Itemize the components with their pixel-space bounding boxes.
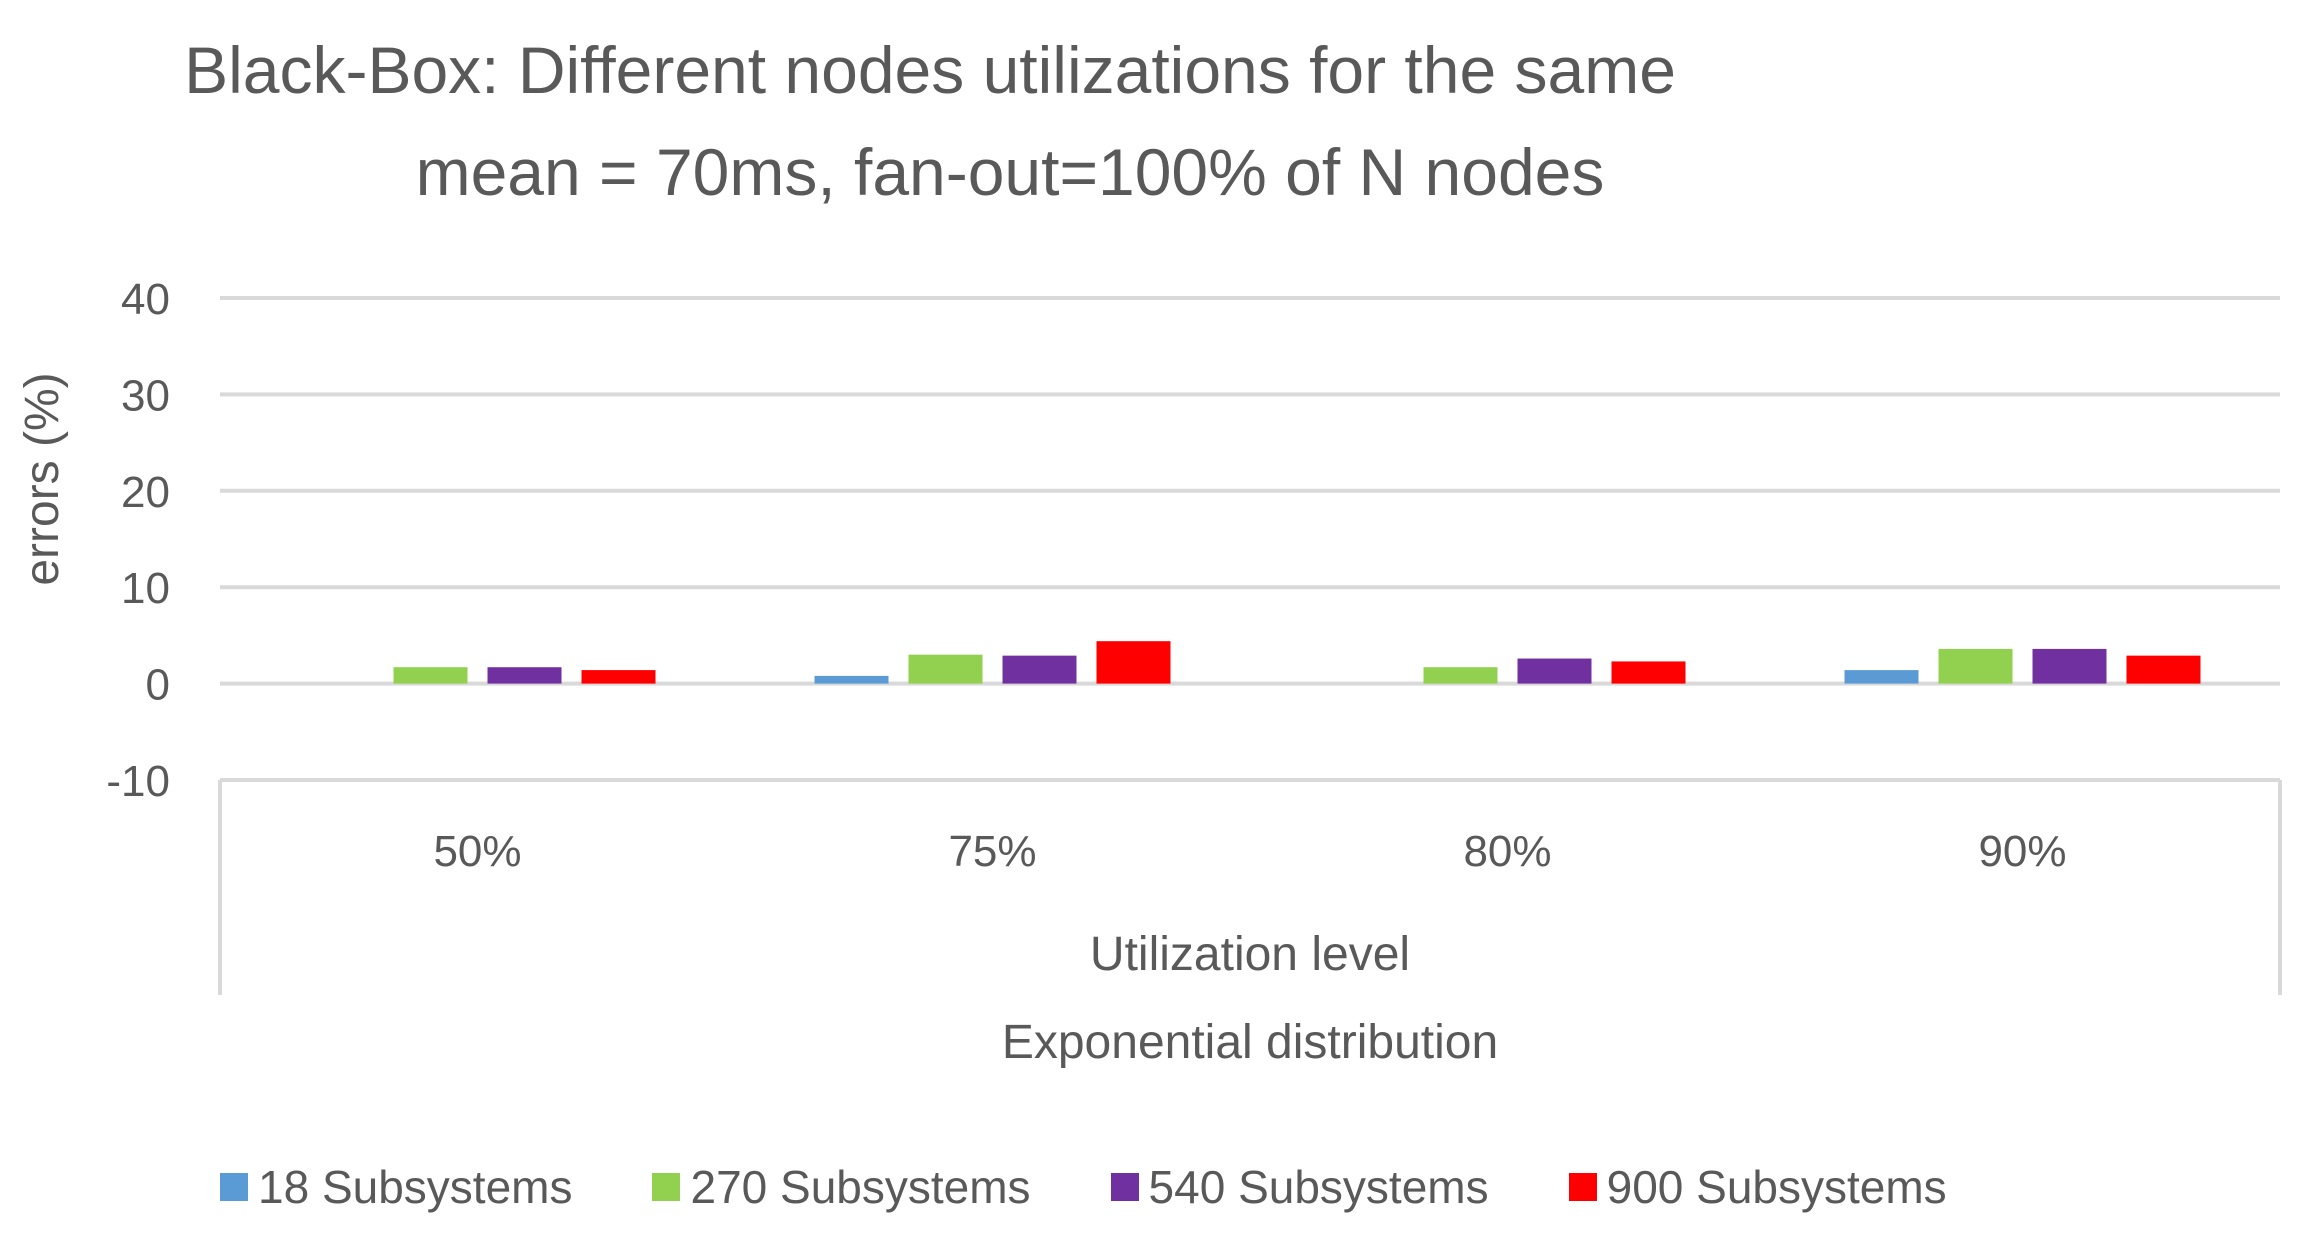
legend-label: 270 Subsystems	[690, 1161, 1031, 1213]
y-tick-label: 10	[121, 564, 170, 613]
legend-label: 18 Subsystems	[258, 1161, 573, 1213]
legend-swatch	[1110, 1173, 1139, 1201]
legend-swatch	[1568, 1173, 1597, 1201]
y-tick-label: 0	[146, 661, 170, 710]
y-tick-label: 20	[121, 468, 170, 517]
bar	[814, 675, 889, 684]
y-tick-label: -10	[106, 757, 170, 806]
legend-item: 900 Subsystems	[1568, 1160, 1947, 1214]
legend-item: 270 Subsystems	[652, 1160, 1031, 1214]
x-axis-title: Utilization level	[1090, 928, 1410, 981]
bar	[1096, 641, 1171, 684]
legend-label: 540 Subsystems	[1148, 1161, 1489, 1213]
legend-label: 900 Subsystems	[1606, 1161, 1947, 1213]
legend-swatch	[652, 1173, 681, 1201]
bar	[1938, 648, 2013, 684]
x-tick-label: 80%	[1463, 827, 1551, 876]
legend-item: 18 Subsystems	[220, 1160, 572, 1214]
bar	[1611, 661, 1686, 684]
y-tick-label: 40	[121, 275, 170, 324]
bar	[2032, 648, 2107, 684]
bar	[2126, 655, 2201, 684]
chart-title-line-1: Black-Box: Different nodes utilizations …	[184, 33, 1676, 107]
bar	[1423, 667, 1498, 684]
bar	[908, 654, 983, 684]
y-axis-title: errors (%)	[16, 372, 69, 585]
chart-title-line-2: mean = 70ms, fan-out=100% of N nodes	[415, 135, 1605, 209]
legend-item: 540 Subsystems	[1110, 1160, 1489, 1214]
bar	[1517, 658, 1592, 684]
x-tick-label: 90%	[1978, 827, 2066, 876]
bar	[581, 670, 656, 684]
bar	[1002, 655, 1077, 684]
bar	[393, 667, 468, 684]
bar	[487, 667, 562, 684]
legend-swatch	[220, 1173, 248, 1201]
x-tick-label: 50%	[433, 827, 521, 876]
chart-legend: 18 Subsystems 270 Subsystems 540 Subsystem…	[220, 1160, 2027, 1214]
bar	[1844, 670, 1919, 684]
y-tick-label: 30	[121, 371, 170, 420]
x-tick-label: 75%	[948, 827, 1036, 876]
x-axis-subtitle: Exponential distribution	[1002, 1016, 1498, 1069]
